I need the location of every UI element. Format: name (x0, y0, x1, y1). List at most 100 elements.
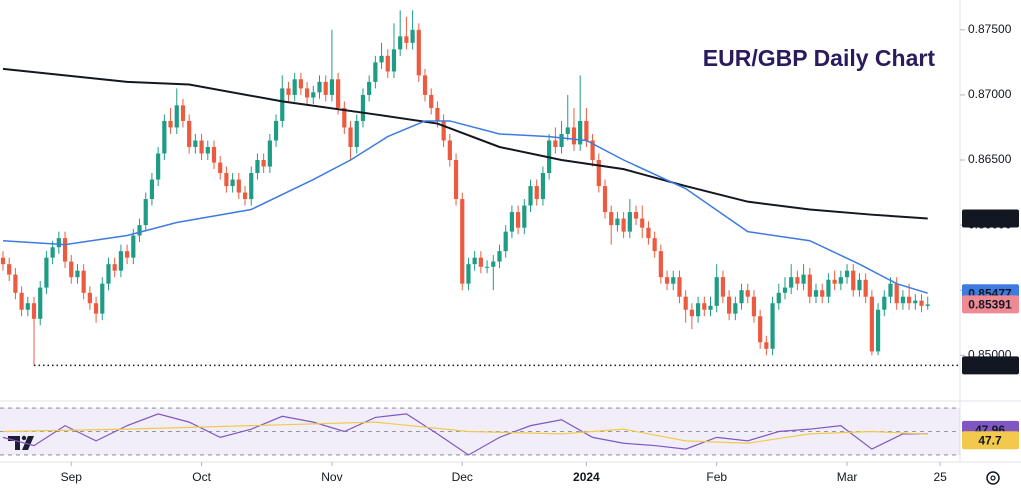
candle-body (242, 192, 248, 200)
candle-body (491, 261, 496, 267)
candle-body (770, 303, 775, 349)
candle-body (447, 140, 452, 161)
candle-body (156, 153, 161, 180)
candle-body (273, 120, 279, 141)
rsi-value-tag: 47.7 (978, 433, 1002, 447)
candle-body (478, 257, 483, 267)
settings-button[interactable] (986, 471, 1000, 485)
candle-body (894, 283, 899, 304)
candle-body (609, 212, 614, 226)
candle-body (93, 303, 99, 314)
candle-body (304, 88, 310, 98)
candle-body (888, 283, 893, 297)
candle-body (323, 81, 328, 95)
candle-body (484, 266, 490, 268)
y-tick-label: 0.87500 (968, 22, 1012, 36)
candle-body (658, 251, 663, 278)
x-tick-label: Nov (321, 470, 342, 484)
candle-body (38, 287, 43, 319)
candle-body (900, 296, 906, 304)
last-price-tag-bg (962, 295, 1019, 314)
y-tick-label: 0.87000 (968, 87, 1012, 101)
candle-body (695, 303, 701, 317)
candle-body (863, 279, 868, 297)
candle-body (199, 140, 204, 154)
candle-body (733, 303, 738, 314)
ma-price-tag: 0.86051 (968, 212, 1012, 226)
candle-body (311, 92, 316, 98)
candle-body (453, 160, 459, 200)
candle-body (820, 290, 825, 297)
candle-body (857, 279, 862, 291)
candle-body (292, 79, 297, 95)
candle-body (106, 264, 111, 284)
candle-body (19, 292, 24, 310)
candle-body (795, 277, 800, 284)
candle-body (534, 186, 539, 200)
candle-body (429, 94, 434, 108)
candle-body (460, 199, 465, 284)
candle-body (578, 120, 583, 145)
candle-body (255, 160, 260, 174)
x-tick-label: Mar (837, 470, 858, 484)
candle-body (627, 212, 632, 232)
candle-body (317, 81, 322, 93)
candle-body (100, 283, 105, 314)
x-tick-label: Dec (452, 470, 473, 484)
candle-body (422, 75, 428, 95)
candle-body (652, 238, 657, 252)
candle-body (838, 277, 843, 284)
candle-body (758, 316, 763, 343)
candle-body (540, 173, 546, 200)
candle-body (360, 94, 366, 121)
y-tick-label: 0.86500 (968, 152, 1012, 166)
candle-body (590, 140, 595, 161)
candle-body (218, 162, 223, 174)
candle-body (559, 133, 564, 147)
candle-body (211, 146, 217, 163)
candle-body (720, 277, 726, 297)
candle-body (367, 81, 372, 95)
candle-body (919, 300, 924, 306)
candle-body (398, 36, 403, 50)
candle-body (677, 277, 682, 297)
candle-body (87, 292, 92, 304)
candle-body (168, 120, 173, 128)
candle-body (230, 179, 235, 187)
candle-body (776, 292, 781, 304)
candle-body (832, 279, 837, 284)
logo (8, 435, 34, 450)
candle-body (801, 274, 806, 284)
candle-body (646, 227, 651, 239)
candle-body (869, 296, 874, 352)
candle-body (602, 186, 608, 213)
moving-average-line (2, 120, 928, 294)
candle-body (75, 270, 80, 278)
candle-body (25, 303, 30, 310)
candle-body (621, 218, 626, 232)
candle-body (615, 218, 620, 226)
candle-body (708, 305, 713, 310)
candle-body (410, 29, 415, 43)
candle-body (751, 296, 757, 317)
candle-body (131, 235, 136, 258)
candle-body (162, 120, 167, 154)
candle-body (118, 251, 123, 271)
x-tick-label: Oct (192, 470, 211, 484)
candle-body (56, 238, 61, 248)
candle-body (435, 107, 440, 121)
candle-body (50, 247, 55, 258)
candle-body (782, 287, 788, 293)
candle-body (714, 277, 719, 306)
candle-body (385, 55, 390, 72)
candle-body (466, 264, 471, 284)
candle-body (267, 140, 272, 167)
candle-body (907, 296, 912, 304)
candle-body (125, 251, 130, 258)
candle-body (404, 36, 409, 43)
candle-body (13, 274, 18, 293)
candle-body (807, 274, 812, 297)
low-price-tag: 0.84923 (968, 358, 1012, 372)
candle-body (249, 173, 254, 200)
